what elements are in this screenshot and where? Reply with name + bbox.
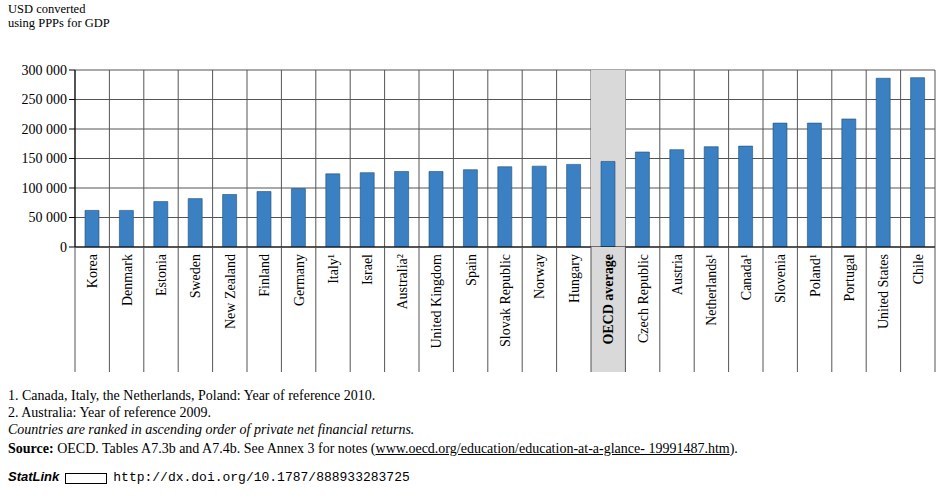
html-text:Source: OECD. Tables A7.3b and: Source: OECD. Tables A7.3b and A7.4b. Se… — [8, 441, 738, 456]
svg-text:Austria: Austria — [670, 253, 685, 295]
svg-text:100 000: 100 000 — [22, 181, 68, 196]
svg-text:Slovenia: Slovenia — [773, 253, 788, 303]
svg-text:Finland: Finland — [257, 254, 272, 297]
svg-text:New Zealand: New Zealand — [223, 254, 238, 329]
svg-text:United States: United States — [876, 254, 891, 329]
svg-text:Italy¹: Italy¹ — [326, 254, 341, 284]
svg-text:Chile: Chile — [911, 254, 926, 284]
svg-text:Korea: Korea — [85, 253, 100, 288]
svg-text:300 000: 300 000 — [22, 63, 68, 78]
svg-text:Sweden: Sweden — [188, 254, 203, 298]
svg-text:Estonia: Estonia — [154, 253, 169, 296]
svg-text:United Kingdom: United Kingdom — [429, 254, 444, 349]
svg-text:Canada¹: Canada¹ — [739, 254, 754, 300]
svg-text:Denmark: Denmark — [120, 254, 135, 306]
svg-text:Poland¹: Poland¹ — [808, 254, 823, 297]
svg-text:250 000: 250 000 — [22, 92, 68, 107]
svg-text:Israel: Israel — [360, 254, 375, 285]
svg-text:Spain: Spain — [464, 254, 479, 286]
svg-text:OECD average: OECD average — [601, 254, 616, 345]
html-text:USD converted: USD converted — [8, 2, 86, 16]
svg-text:Hungary: Hungary — [567, 254, 582, 303]
svg-text:150 000: 150 000 — [22, 151, 68, 166]
html-text:Countries are ranked in ascend: Countries are ranked in ascending order … — [8, 422, 415, 437]
html-text:http://dx.doi.org/10.1787/8889: http://dx.doi.org/10.1787/888933283725 — [113, 470, 410, 485]
svg-text:Norway: Norway — [532, 254, 547, 299]
svg-text:200 000: 200 000 — [22, 122, 68, 137]
html-text:2. Australia: Year of referenc: 2. Australia: Year of reference 2009. — [8, 405, 211, 420]
svg-text:Germany: Germany — [292, 254, 307, 306]
svg-text:Netherlands¹: Netherlands¹ — [704, 254, 719, 326]
html-text:StatLink: StatLink — [8, 469, 60, 484]
svg-text:Portugal: Portugal — [842, 254, 857, 302]
html-text:using PPPs for GDP: using PPPs for GDP — [8, 16, 110, 30]
html-text:1. Canada, Italy, the Netherla: 1. Canada, Italy, the Netherlands, Polan… — [8, 388, 376, 403]
svg-text:Australia²: Australia² — [395, 254, 410, 310]
svg-text:0: 0 — [60, 240, 67, 255]
svg-text:Slovak Republic: Slovak Republic — [498, 254, 513, 347]
svg-text:Czech Republic: Czech Republic — [636, 254, 651, 343]
svg-text:50 000: 50 000 — [29, 210, 68, 225]
